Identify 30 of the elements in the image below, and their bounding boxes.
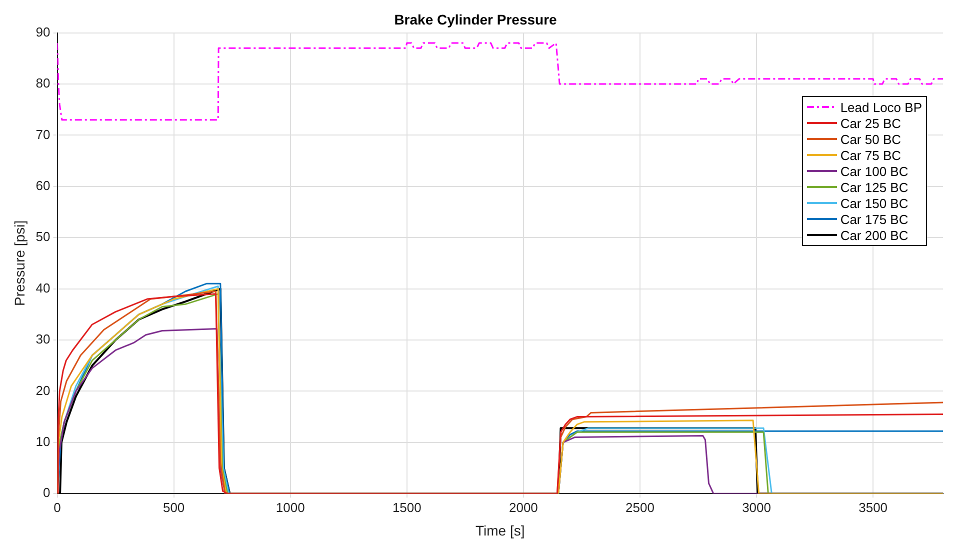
x-tick-label: 2000 <box>508 500 538 515</box>
y-tick-label: 80 <box>36 76 50 91</box>
x-axis-title: Time [s] <box>475 522 525 538</box>
y-tick-label: 40 <box>36 280 50 296</box>
y-tick-label: 90 <box>36 24 50 40</box>
legend-label: Car 125 BC <box>840 180 908 194</box>
y-tick-label: 0 <box>43 485 50 500</box>
y-axis-title: Pressure [psi] <box>11 220 28 306</box>
y-tick-label: 30 <box>36 332 50 347</box>
y-tick-label: 20 <box>36 382 50 398</box>
legend-label: Car 150 BC <box>840 196 908 210</box>
legend-label: Lead Loco BP <box>840 100 922 114</box>
x-tick-label: 3500 <box>858 500 888 515</box>
x-tick-label: 0 <box>54 500 61 515</box>
x-tick-label: 500 <box>162 500 185 515</box>
y-tick-label: 70 <box>36 126 50 142</box>
x-tick-label: 3000 <box>742 500 771 515</box>
y-tick-label: 10 <box>36 434 50 449</box>
x-tick-label: 2500 <box>626 500 654 515</box>
legend-label: Car 100 BC <box>840 164 908 178</box>
legend-label: Car 175 BC <box>840 212 908 226</box>
chart-title: Brake Cylinder Pressure <box>394 11 558 28</box>
y-tick-label: 50 <box>36 229 50 244</box>
legend-label: Car 200 BC <box>840 228 908 242</box>
legend-label: Car 75 BC <box>840 148 902 162</box>
y-tick-label: 60 <box>36 178 50 193</box>
x-tick-label: 1000 <box>276 500 305 515</box>
legend-label: Car 25 BC <box>840 116 902 130</box>
x-tick-label: 1500 <box>392 500 422 515</box>
legend-label: Car 50 BC <box>840 132 902 146</box>
